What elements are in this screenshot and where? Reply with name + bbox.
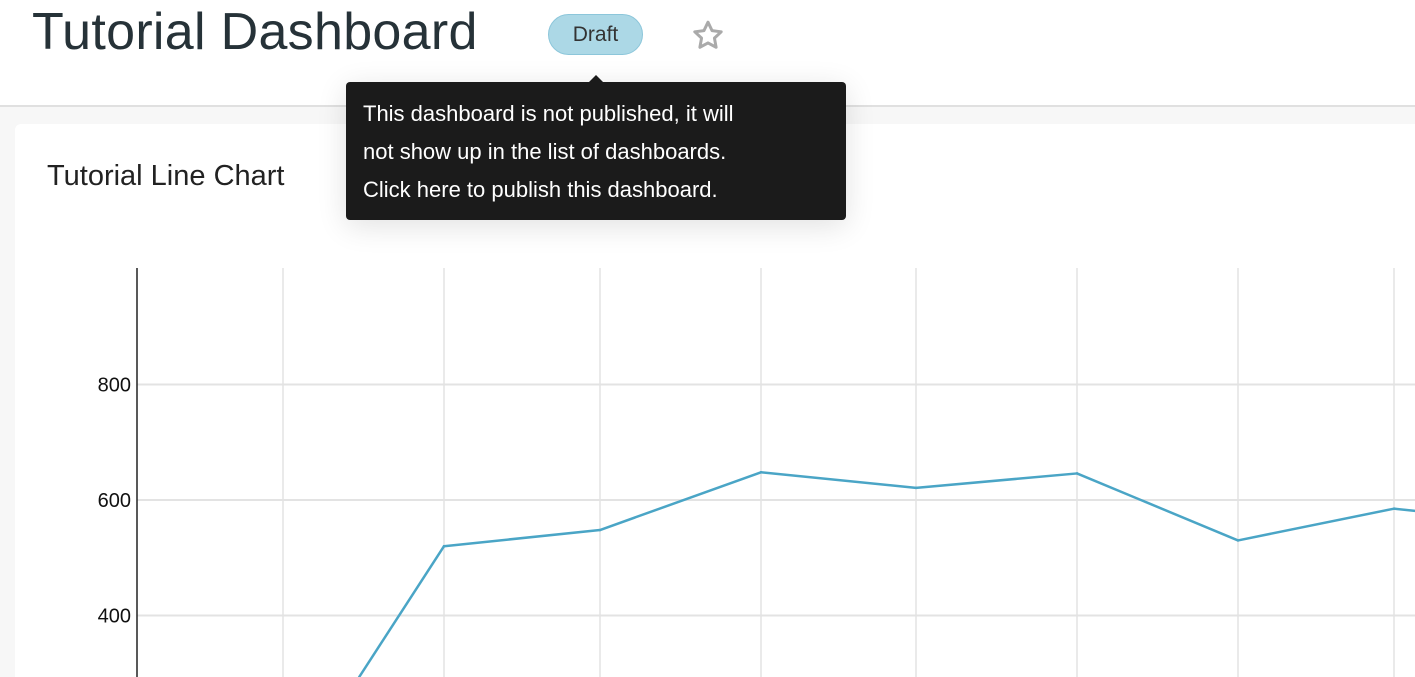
dashboard-title[interactable]: Tutorial Dashboard (32, 3, 478, 61)
data-point (442, 545, 446, 548)
series-line-segment (759, 471, 918, 490)
tooltip-line: not show up in the list of dashboards. (363, 139, 727, 164)
tooltip-arrow (589, 75, 603, 82)
data-point (914, 486, 918, 490)
chart-title: Tutorial Line Chart (47, 160, 285, 192)
series-line-segment (442, 528, 602, 548)
y-tick-label: 600 (98, 490, 131, 512)
y-tick-label: 800 (98, 375, 131, 397)
draft-status-badge[interactable]: Draft (548, 14, 643, 55)
data-point (1392, 507, 1396, 510)
series-line-segment (1236, 507, 1396, 542)
tooltip-line: This dashboard is not published, it will (363, 101, 734, 126)
series-line-segment (357, 544, 446, 677)
data-point (759, 471, 763, 474)
data-point (598, 528, 602, 532)
data-point (1236, 539, 1240, 542)
star-icon[interactable] (690, 18, 726, 54)
data-point (1075, 472, 1079, 475)
y-tick-label: 400 (98, 606, 131, 628)
series-line-segment (1392, 507, 1415, 513)
series-line-segment (914, 472, 1079, 490)
series-line-segment (598, 471, 763, 532)
publish-tooltip[interactable]: This dashboard is not published, it will… (346, 75, 846, 220)
tooltip-line: Click here to publish this dashboard. (363, 177, 718, 202)
series-line-segment (1075, 472, 1240, 542)
